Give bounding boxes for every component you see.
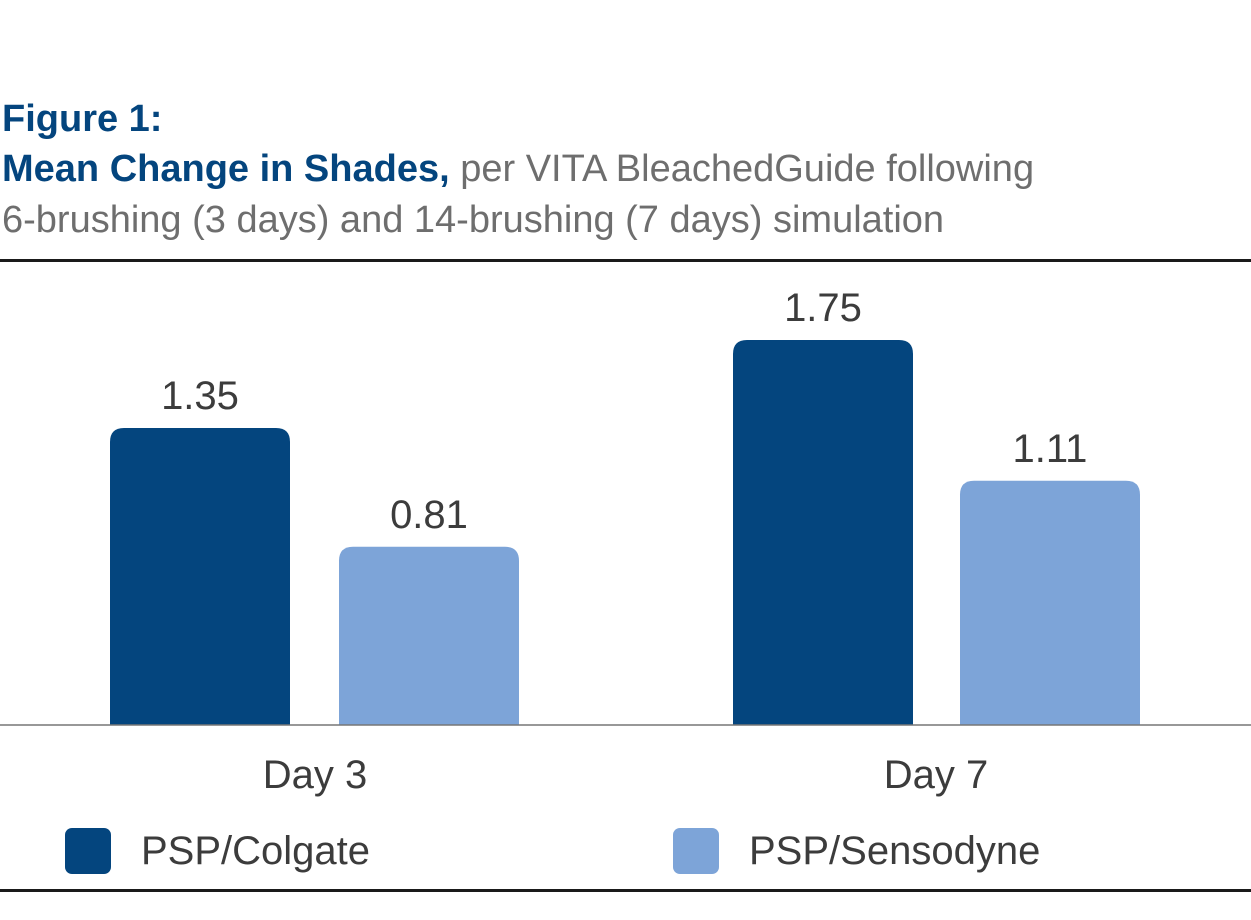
value-label-colgate-day-7: 1.75 xyxy=(784,286,862,330)
bar-sensodyne-day-3 xyxy=(339,546,519,725)
legend-swatch-colgate xyxy=(65,828,111,874)
value-label-sensodyne-day-3: 0.81 xyxy=(390,493,468,537)
category-label-day-7: Day 7 xyxy=(884,753,989,797)
subtitle-rest: per VITA BleachedGuide following xyxy=(449,148,1035,190)
legend-item-sensodyne: PSP/Sensodyne xyxy=(673,826,1040,876)
category-label-day-3: Day 3 xyxy=(263,753,368,797)
value-label-sensodyne-day-7: 1.11 xyxy=(1013,427,1088,471)
value-labels-group: 1.35 1.75 0.81 1.11 xyxy=(161,286,1087,537)
title-block: Figure 1: Mean Change in Shades, per VIT… xyxy=(2,94,1251,246)
legend-label-sensodyne: PSP/Sensodyne xyxy=(749,828,1041,873)
bottom-rule xyxy=(0,889,1251,892)
value-label-colgate-day-3: 1.35 xyxy=(161,374,239,418)
bar-colgate-day-7 xyxy=(733,340,913,725)
subtitle-bold: Mean Change in Shades, xyxy=(2,148,450,190)
chart-subtitle: Mean Change in Shades, per VITA Bleached… xyxy=(2,144,1251,195)
legend-swatch-sensodyne xyxy=(673,828,719,874)
bar-colgate-day-3 xyxy=(110,428,290,725)
legend-item-colgate: PSP/Colgate xyxy=(65,826,370,876)
figure-label: Figure 1: xyxy=(2,98,163,140)
bar-sensodyne-day-7 xyxy=(960,480,1140,725)
legend-label-colgate: PSP/Colgate xyxy=(141,828,371,873)
bar-chart: 1.35 1.75 0.81 1.11 Day 3 Day 7 xyxy=(0,286,1251,797)
subtitle-line-2: 6-brushing (3 days) and 14-brushing (7 d… xyxy=(2,199,945,241)
top-rule xyxy=(0,259,1251,262)
bars-group xyxy=(110,340,1140,725)
category-labels-group: Day 3 Day 7 xyxy=(263,753,989,797)
